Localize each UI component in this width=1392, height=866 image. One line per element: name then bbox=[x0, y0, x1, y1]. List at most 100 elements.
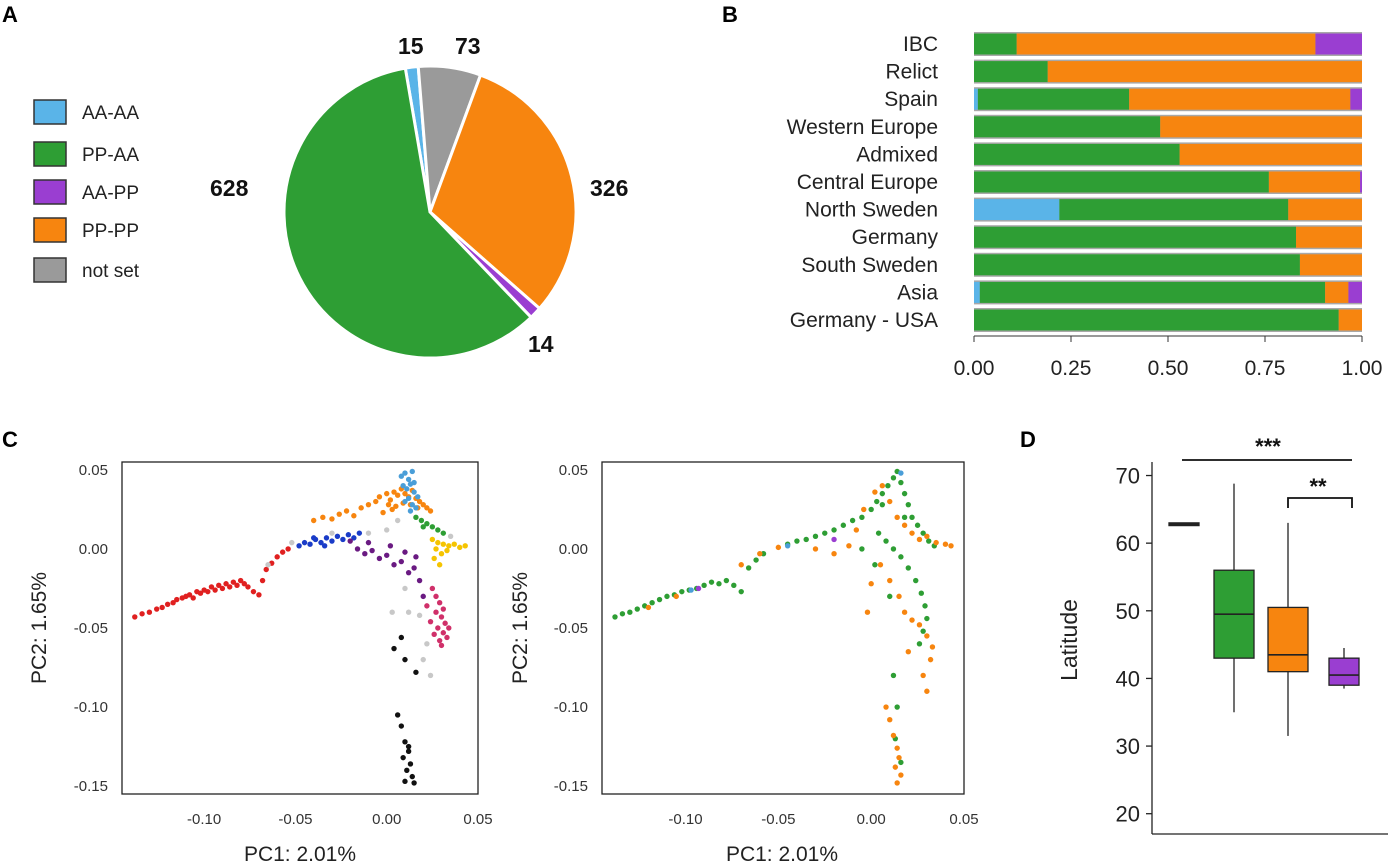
y-axis-label: Latitude bbox=[1056, 599, 1082, 681]
x-tick-label: 0.00 bbox=[372, 811, 401, 828]
scatter-point-orange bbox=[389, 506, 395, 513]
scatter-point-orange bbox=[351, 513, 357, 519]
bar-segment-pp-pp bbox=[1325, 281, 1349, 303]
category-label: North Sweden bbox=[805, 199, 938, 222]
scatter-point-pp-aa bbox=[753, 557, 759, 563]
scatter-point-pp-aa bbox=[803, 536, 809, 543]
scatter-point-pp-pp bbox=[673, 593, 679, 600]
scatter-point-pp-aa bbox=[812, 533, 819, 540]
scatter-point-pink bbox=[435, 625, 441, 631]
y-tick-label: 0.00 bbox=[559, 541, 588, 558]
y-tick-label: -0.05 bbox=[74, 620, 108, 637]
scatter-point-purple bbox=[387, 543, 394, 549]
scatter-point-pp-pp bbox=[909, 530, 915, 536]
scatter-point-grey bbox=[289, 539, 295, 546]
scatter-point-pink bbox=[438, 642, 445, 649]
legend-label-aa-aa: AA-AA bbox=[82, 103, 139, 124]
scatter-point-blue bbox=[356, 530, 363, 536]
bar-segment-pp-aa bbox=[974, 116, 1161, 138]
scatter-point-pp-pp bbox=[812, 546, 819, 552]
scatter-point-pp-aa bbox=[738, 588, 744, 595]
y-tick-label: 0.05 bbox=[559, 462, 588, 479]
x-tick-label: -0.05 bbox=[278, 811, 312, 828]
scatter-point-lightblue bbox=[405, 476, 412, 483]
scatter-point-green bbox=[429, 524, 436, 530]
scatter-point-pp-aa bbox=[822, 530, 828, 536]
scatter-point-red bbox=[256, 592, 262, 598]
scatter-point-grey bbox=[365, 530, 372, 536]
scatter-point-pink bbox=[440, 606, 447, 612]
scatter-point-pp-pp bbox=[901, 609, 908, 615]
scatter-point-purple bbox=[354, 546, 361, 552]
scatter-point-pp-aa bbox=[890, 475, 897, 481]
scatter-point-black bbox=[394, 712, 401, 718]
scatter-point-red bbox=[170, 600, 176, 606]
scatter-point-pp-pp bbox=[877, 562, 884, 568]
scatter-point-pp-aa bbox=[920, 530, 926, 536]
scatter-point-purple bbox=[402, 549, 408, 555]
scatter-point-orange bbox=[320, 514, 326, 521]
scatter-point-pp-aa bbox=[868, 506, 874, 513]
scatter-point-aa-pp bbox=[695, 585, 702, 592]
scatter-point-pink bbox=[444, 634, 450, 641]
scatter-point-pp-pp bbox=[775, 544, 782, 551]
scatter-point-orange bbox=[427, 508, 434, 514]
scatter-point-orange bbox=[424, 505, 430, 511]
scatter-point-pp-aa bbox=[879, 490, 886, 497]
scatter-point-red bbox=[237, 577, 244, 584]
scatter-point-orange bbox=[380, 509, 386, 516]
scatter-point-orange bbox=[394, 492, 401, 498]
scatter-point-pp-aa bbox=[883, 538, 889, 544]
scatter-point-pink bbox=[427, 618, 434, 625]
scatter-point-green bbox=[413, 514, 419, 521]
scatter-point-pp-aa bbox=[898, 479, 904, 486]
scatter-point-pink bbox=[440, 630, 447, 636]
scatter-point-grey bbox=[384, 527, 390, 533]
scatter-point-pp-aa bbox=[849, 517, 856, 524]
scatter-point-red bbox=[263, 566, 269, 573]
scatter-point-red bbox=[285, 546, 291, 552]
category-label: Admixed bbox=[856, 143, 938, 166]
scatter-point-lightblue bbox=[409, 501, 415, 508]
scatter-point-red bbox=[139, 611, 145, 617]
y-tick-label: 50 bbox=[1116, 599, 1140, 624]
scatter-point-lightblue bbox=[398, 473, 405, 479]
category-labels: IBC Relict Spain Western Europe Admixed Centr… bbox=[787, 33, 939, 332]
x-tick-label: -0.10 bbox=[668, 811, 702, 828]
pie-slice-pp-pp bbox=[428, 73, 578, 311]
scatter-point-pp-aa bbox=[840, 522, 847, 528]
scatter-point-red bbox=[164, 601, 171, 607]
scatter-point-lightblue bbox=[402, 498, 408, 505]
scatter-point-black bbox=[404, 767, 410, 773]
scatter-point-blue bbox=[329, 538, 335, 544]
scatter-point-red bbox=[234, 582, 240, 589]
scatter-point-pp-pp bbox=[924, 633, 930, 639]
scatter-point-red bbox=[230, 579, 237, 585]
scatter-point-pp-aa bbox=[890, 672, 897, 679]
scatter-point-lightblue bbox=[405, 495, 412, 502]
bar-segment-pp-pp bbox=[1268, 171, 1361, 193]
scatter-point-pp-aa bbox=[885, 483, 891, 489]
scatter-point-pp-pp bbox=[883, 704, 889, 710]
scatter-point-black bbox=[409, 773, 415, 780]
scatter-point-pp-aa bbox=[905, 501, 912, 508]
scatter-point-orange bbox=[384, 490, 390, 497]
scatter-point-pp-pp bbox=[896, 754, 902, 761]
scatter-point-pp-aa bbox=[634, 606, 640, 612]
category-label: IBC bbox=[903, 33, 938, 56]
scatter-point-grey bbox=[424, 641, 430, 647]
scatter-point-blue bbox=[334, 533, 341, 540]
scatter-point-yellow bbox=[451, 541, 457, 547]
scatter-point-pink bbox=[436, 600, 443, 606]
scatter-point-red bbox=[174, 596, 180, 603]
scatter-point-grey bbox=[427, 672, 434, 679]
scatter-point-green bbox=[440, 530, 447, 536]
scatter-point-pp-pp bbox=[896, 593, 902, 600]
scatter-point-orange bbox=[343, 508, 350, 514]
bar-segment-pp-pp bbox=[1129, 88, 1351, 110]
scatter-point-aa-aa bbox=[784, 543, 791, 549]
scatter-point-red bbox=[159, 604, 165, 611]
scatter-point-pp-pp bbox=[853, 527, 860, 533]
scatter-point-pp-aa bbox=[879, 501, 886, 508]
scatter-point-green bbox=[435, 527, 441, 533]
